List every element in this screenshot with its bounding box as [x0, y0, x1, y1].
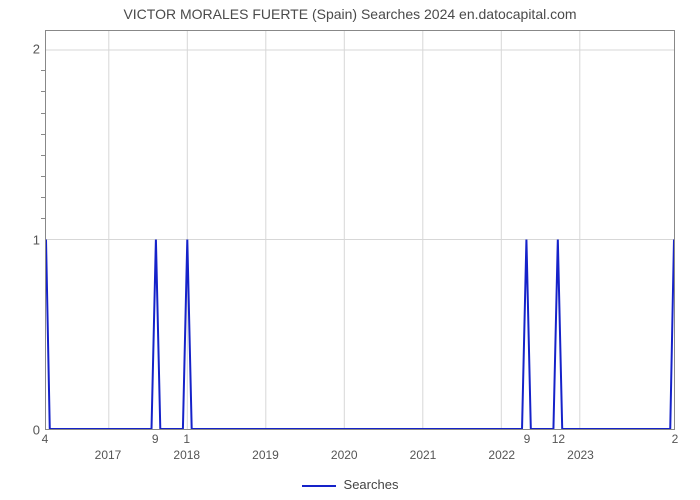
x-tick-label: 2020: [331, 448, 358, 462]
x-tick-label: 2019: [252, 448, 279, 462]
data-point-label: 9: [524, 432, 531, 446]
chart-title: VICTOR MORALES FUERTE (Spain) Searches 2…: [0, 6, 700, 22]
data-point-label: 12: [552, 432, 565, 446]
x-tick-label: 2022: [488, 448, 515, 462]
x-tick-label: 2017: [95, 448, 122, 462]
legend-label: Searches: [344, 477, 399, 492]
data-point-label: 1: [183, 432, 190, 446]
legend: Searches: [0, 477, 700, 492]
data-point-label: 2: [672, 432, 679, 446]
y-tick-label: 0: [5, 423, 40, 438]
y-tick-label: 1: [5, 232, 40, 247]
data-point-label: 4: [42, 432, 49, 446]
x-tick-label: 2018: [173, 448, 200, 462]
data-point-label: 9: [152, 432, 159, 446]
legend-swatch: [302, 485, 336, 487]
plot-area: [45, 30, 675, 430]
x-tick-label: 2021: [410, 448, 437, 462]
chart-svg: [46, 31, 674, 429]
y-tick-label: 2: [5, 42, 40, 57]
x-tick-label: 2023: [567, 448, 594, 462]
chart-container: VICTOR MORALES FUERTE (Spain) Searches 2…: [0, 0, 700, 500]
